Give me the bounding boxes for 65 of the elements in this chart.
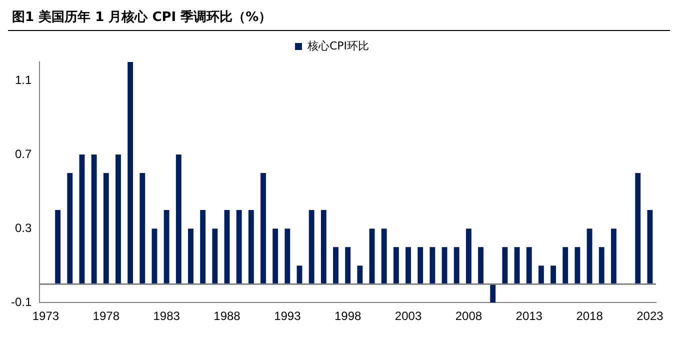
bar [200, 210, 206, 284]
bar [284, 228, 290, 284]
bar [490, 284, 496, 303]
x-tick-label: 2008 [455, 309, 482, 324]
bar [91, 154, 97, 284]
bar [272, 228, 278, 284]
y-tick-label: 0.7 [14, 146, 32, 161]
bar [164, 210, 170, 284]
x-tick-label: 1988 [214, 309, 241, 324]
bar [116, 154, 121, 284]
x-tick-label: 2023 [636, 309, 664, 324]
bar [369, 228, 375, 284]
bar [478, 247, 484, 284]
x-tick-label: 2013 [516, 309, 543, 324]
bar [152, 228, 158, 284]
x-tick-label: 1998 [334, 309, 362, 324]
bar [381, 228, 387, 284]
bar [188, 228, 194, 284]
bar [610, 228, 616, 284]
x-tick-label: 1993 [274, 309, 302, 324]
bar [442, 247, 448, 284]
bar [345, 247, 351, 284]
y-tick-label: 0.3 [14, 220, 32, 235]
bar [55, 210, 61, 284]
bar [357, 266, 363, 284]
x-tick-label: 1973 [32, 309, 60, 324]
x-tick-label: 2003 [394, 309, 422, 324]
x-tick-label: 1983 [153, 309, 180, 324]
bar [248, 210, 254, 284]
bar [635, 173, 641, 284]
bar [212, 228, 218, 284]
bar [333, 247, 338, 284]
bar [236, 210, 242, 284]
bar [128, 62, 134, 284]
bar [418, 247, 424, 284]
bar [466, 228, 472, 284]
bar [308, 210, 314, 284]
bar [454, 247, 460, 284]
bar [103, 173, 109, 284]
bar [502, 247, 508, 284]
x-tick-label: 1978 [92, 309, 120, 324]
bar [260, 173, 266, 284]
bar [79, 154, 85, 284]
bar [514, 247, 520, 284]
bar [430, 247, 436, 284]
bar [647, 210, 653, 284]
chart-title: 图1 美国历年 1 月核心 CPI 季调环比（%） [8, 8, 670, 31]
bar [224, 210, 230, 284]
bar [320, 210, 326, 284]
legend-label: 核心CPI环比 [306, 39, 370, 52]
bar [598, 247, 604, 284]
bar [550, 266, 556, 284]
bar [526, 247, 532, 284]
bar [176, 154, 182, 284]
bar [574, 247, 580, 284]
bar [562, 247, 568, 284]
x-tick-label: 2018 [576, 309, 604, 324]
bar [586, 228, 592, 284]
bar [393, 247, 399, 284]
y-tick-label: 1.1 [14, 72, 32, 87]
bar [538, 266, 544, 284]
y-tick-label: -0.1 [10, 294, 32, 309]
bar [140, 173, 146, 284]
bar [67, 173, 73, 284]
bar [406, 247, 411, 284]
